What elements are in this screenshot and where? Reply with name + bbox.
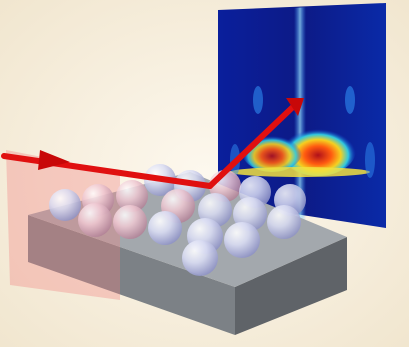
page: {} <box>0 0 409 347</box>
sphere <box>49 189 81 221</box>
sphere <box>267 205 301 239</box>
sphere <box>224 222 260 258</box>
side-peak <box>345 86 355 114</box>
illustration <box>0 0 409 347</box>
yoneda-band <box>230 167 370 177</box>
side-peak <box>365 142 375 178</box>
side-peak <box>253 86 263 114</box>
sphere <box>78 203 112 237</box>
sphere <box>113 205 147 239</box>
sphere <box>148 211 182 245</box>
sphere <box>182 240 218 276</box>
scatter-peak <box>242 132 302 172</box>
